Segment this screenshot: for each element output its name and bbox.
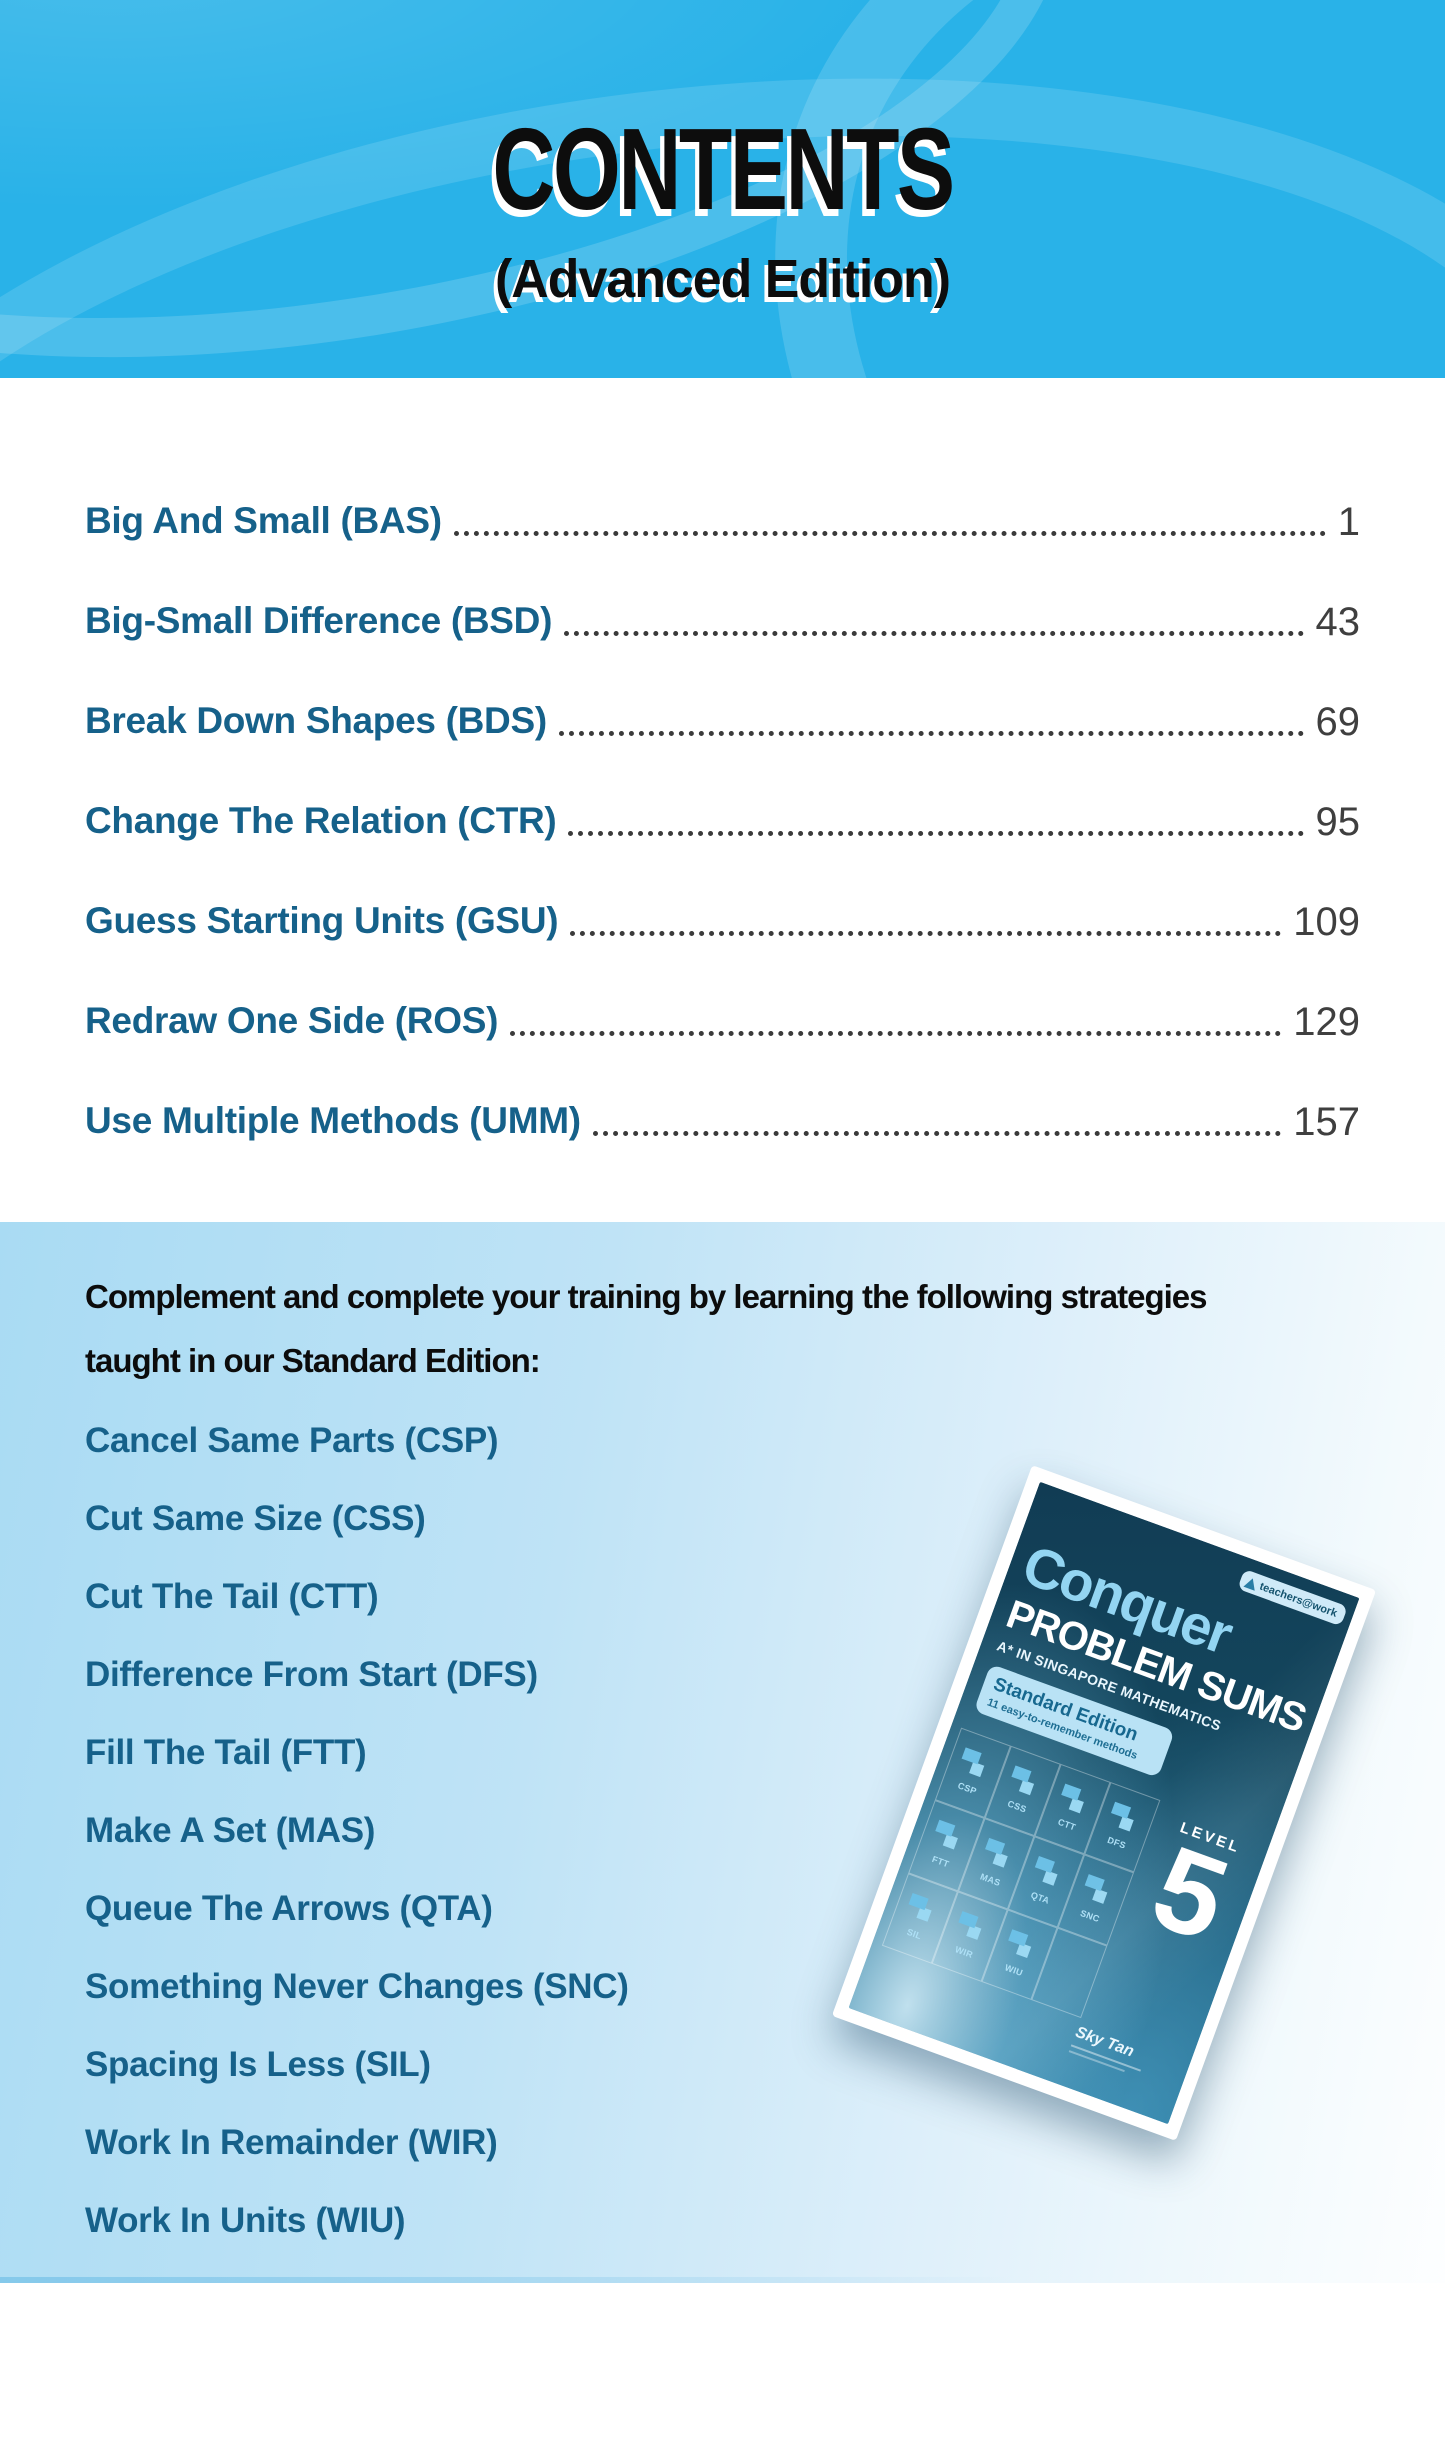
toc-entry-label: Break Down Shapes (BDS) — [85, 700, 547, 741]
toc-entry-page-number: 1 — [1337, 500, 1360, 544]
dotted-leader — [510, 1026, 1282, 1036]
toc-entry: Break Down Shapes (BDS) 69 — [85, 665, 1360, 765]
header-banner: CONTENTS (Advanced Edition) — [0, 0, 1445, 378]
strategy-item: Spacing Is Less (SIL) — [85, 2045, 431, 2084]
strategy-item: Something Never Changes (SNC) — [85, 1967, 629, 2006]
promo-intro: Complement and complete your training by… — [85, 1265, 1360, 1393]
strategy-item: Queue The Arrows (QTA) — [85, 1889, 493, 1928]
strategy-item: Make A Set (MAS) — [85, 1811, 376, 1850]
promo-intro-line2: taught in our Standard Edition: — [85, 1342, 541, 1379]
toc-entry: Guess Starting Units (GSU) 109 — [85, 865, 1360, 965]
toc-entry: Use Multiple Methods (UMM) 157 — [85, 1065, 1360, 1165]
page-subtitle: (Advanced Edition) — [494, 249, 951, 309]
toc-entry-label: Change The Relation (CTR) — [85, 800, 557, 841]
toc-entry: Change The Relation (CTR) 95 — [85, 765, 1360, 865]
dotted-leader — [558, 726, 1304, 736]
toc-entry-page-number: 69 — [1315, 700, 1361, 744]
toc-entry-label: Big-Small Difference (BSD) — [85, 600, 553, 641]
dotted-leader — [564, 626, 1304, 636]
toc-entry: Big-Small Difference (BSD) 43 — [85, 565, 1360, 665]
toc-entry: Redraw One Side (ROS) 129 — [85, 965, 1360, 1065]
dotted-leader — [570, 926, 1282, 936]
strategy-item: Work In Units (WIU) — [85, 2201, 406, 2240]
toc-section: Big And Small (BAS) 1 Big-Small Differen… — [0, 378, 1445, 1222]
toc-entry-label: Redraw One Side (ROS) — [85, 1000, 499, 1041]
header-glow — [0, 0, 1445, 378]
strategy-list: Cancel Same Parts (CSP) Cut Same Size (C… — [85, 1421, 1360, 2279]
toc-entry-page-number: 129 — [1293, 1000, 1360, 1044]
dotted-leader — [568, 826, 1304, 836]
toc-entry-page-number: 109 — [1293, 900, 1360, 944]
toc-entry-label: Guess Starting Units (GSU) — [85, 900, 559, 941]
toc-entry-page-number: 157 — [1293, 1100, 1360, 1144]
toc-entry-page-number: 43 — [1315, 600, 1361, 644]
dotted-leader — [453, 526, 1326, 536]
toc-entry-page-number: 95 — [1315, 800, 1361, 844]
strategy-item: Difference From Start (DFS) — [85, 1655, 538, 1694]
strategy-item: Fill The Tail (FTT) — [85, 1733, 367, 1772]
page-title: CONTENTS — [492, 105, 955, 235]
toc-entry-label: Use Multiple Methods (UMM) — [85, 1100, 581, 1141]
toc-entry: Big And Small (BAS) 1 — [85, 465, 1360, 565]
strategy-item: Cancel Same Parts (CSP) — [85, 1421, 499, 1460]
panel-bottom-edge — [0, 2277, 1012, 2283]
dotted-leader — [592, 1126, 1282, 1136]
strategy-item: Cut Same Size (CSS) — [85, 1499, 426, 1538]
strategy-item: Cut The Tail (CTT) — [85, 1577, 379, 1616]
promo-intro-line1: Complement and complete your training by… — [85, 1278, 1208, 1315]
strategy-item: Work In Remainder (WIR) — [85, 2123, 498, 2162]
toc-entry-label: Big And Small (BAS) — [85, 500, 442, 541]
